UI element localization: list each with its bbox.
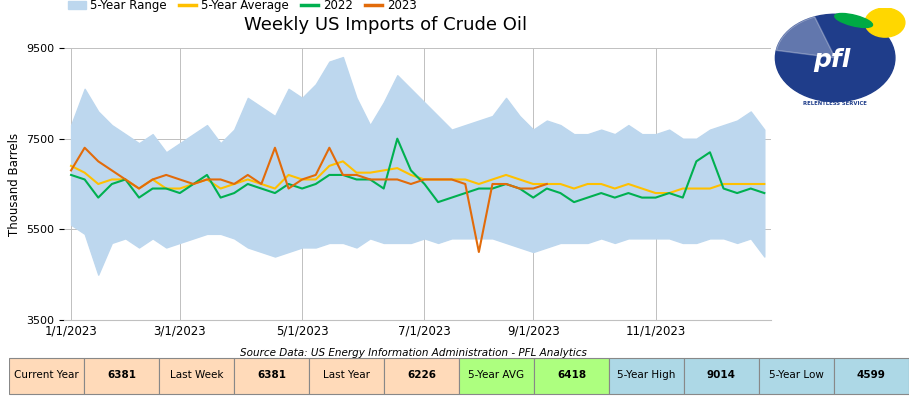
2023 — [297, 177, 308, 182]
2023 — [351, 172, 362, 177]
2022 — [542, 186, 553, 191]
FancyBboxPatch shape — [609, 358, 684, 394]
2023 — [133, 186, 144, 191]
Circle shape — [776, 14, 895, 102]
5-Year Average — [406, 172, 417, 177]
2022 — [120, 177, 131, 182]
FancyBboxPatch shape — [684, 358, 759, 394]
2022 — [65, 172, 76, 177]
2023 — [432, 177, 443, 182]
2023 — [188, 182, 199, 186]
2023 — [500, 182, 511, 186]
2023 — [514, 186, 525, 191]
Line: 2022: 2022 — [71, 139, 765, 202]
Text: 6381: 6381 — [257, 370, 286, 380]
Circle shape — [865, 8, 905, 37]
Text: 5-Year AVG: 5-Year AVG — [468, 370, 524, 380]
5-Year Average — [120, 177, 131, 182]
Text: Last Week: Last Week — [170, 370, 223, 380]
2023 — [283, 186, 294, 191]
2023 — [542, 182, 553, 186]
FancyBboxPatch shape — [9, 358, 84, 394]
5-Year Average — [65, 164, 76, 168]
2023 — [310, 172, 321, 177]
Text: Weekly US Imports of Crude Oil: Weekly US Imports of Crude Oil — [244, 16, 527, 34]
FancyBboxPatch shape — [84, 358, 159, 394]
2023 — [474, 250, 485, 254]
Text: 6226: 6226 — [407, 370, 436, 380]
2022 — [514, 186, 525, 191]
Text: 5-Year High: 5-Year High — [617, 370, 676, 380]
2023 — [487, 182, 498, 186]
2022 — [432, 200, 443, 204]
5-Year Average — [446, 177, 457, 182]
2023 — [392, 177, 403, 182]
Line: 5-Year Average: 5-Year Average — [71, 161, 765, 193]
FancyBboxPatch shape — [309, 358, 384, 394]
FancyBboxPatch shape — [384, 358, 459, 394]
2023 — [364, 177, 375, 182]
2023 — [229, 182, 240, 186]
2023 — [93, 159, 104, 164]
2023 — [106, 168, 118, 173]
2022 — [392, 136, 403, 141]
FancyBboxPatch shape — [759, 358, 834, 394]
Text: pfl: pfl — [813, 48, 851, 72]
FancyBboxPatch shape — [234, 358, 309, 394]
5-Year Average — [650, 191, 661, 196]
2023 — [256, 182, 267, 186]
2023 — [446, 177, 457, 182]
Line: 2023: 2023 — [71, 148, 547, 252]
5-Year Average — [528, 182, 539, 186]
5-Year Average — [338, 159, 349, 164]
2023 — [324, 145, 335, 150]
FancyBboxPatch shape — [159, 358, 234, 394]
5-Year Average — [759, 182, 770, 186]
2023 — [201, 177, 212, 182]
Text: RELENTLESS SERVICE: RELENTLESS SERVICE — [803, 101, 868, 106]
5-Year Average — [310, 177, 321, 182]
2022 — [759, 191, 770, 196]
2022 — [460, 191, 471, 196]
2022 — [406, 168, 417, 173]
Legend: 5-Year Range, 5-Year Average, 2022, 2023: 5-Year Range, 5-Year Average, 2022, 2023 — [63, 0, 421, 16]
2023 — [215, 177, 226, 182]
FancyBboxPatch shape — [459, 358, 534, 394]
2023 — [419, 177, 430, 182]
Text: 6381: 6381 — [107, 370, 136, 380]
Text: 9014: 9014 — [707, 370, 736, 380]
Ellipse shape — [834, 14, 872, 28]
Wedge shape — [777, 17, 835, 58]
2023 — [270, 145, 281, 150]
2023 — [460, 182, 471, 186]
2023 — [161, 172, 172, 177]
2023 — [65, 168, 76, 173]
2023 — [147, 177, 158, 182]
Text: Source Data: US Energy Information Administration - PFL Analytics: Source Data: US Energy Information Admin… — [240, 348, 587, 358]
2023 — [378, 177, 389, 182]
5-Year Average — [500, 172, 511, 177]
2023 — [79, 145, 90, 150]
FancyBboxPatch shape — [834, 358, 909, 394]
2022 — [310, 182, 321, 186]
Text: Last Year: Last Year — [323, 370, 370, 380]
Text: 5-Year Low: 5-Year Low — [769, 370, 823, 380]
2023 — [338, 172, 349, 177]
2023 — [406, 182, 417, 186]
Text: 6418: 6418 — [557, 370, 586, 380]
Y-axis label: Thousand Barrels: Thousand Barrels — [8, 132, 21, 236]
2023 — [242, 172, 253, 177]
2023 — [528, 186, 539, 191]
Text: Current Year: Current Year — [15, 370, 79, 380]
2023 — [120, 177, 131, 182]
FancyBboxPatch shape — [534, 358, 609, 394]
2023 — [174, 177, 185, 182]
Text: 4599: 4599 — [856, 370, 886, 380]
